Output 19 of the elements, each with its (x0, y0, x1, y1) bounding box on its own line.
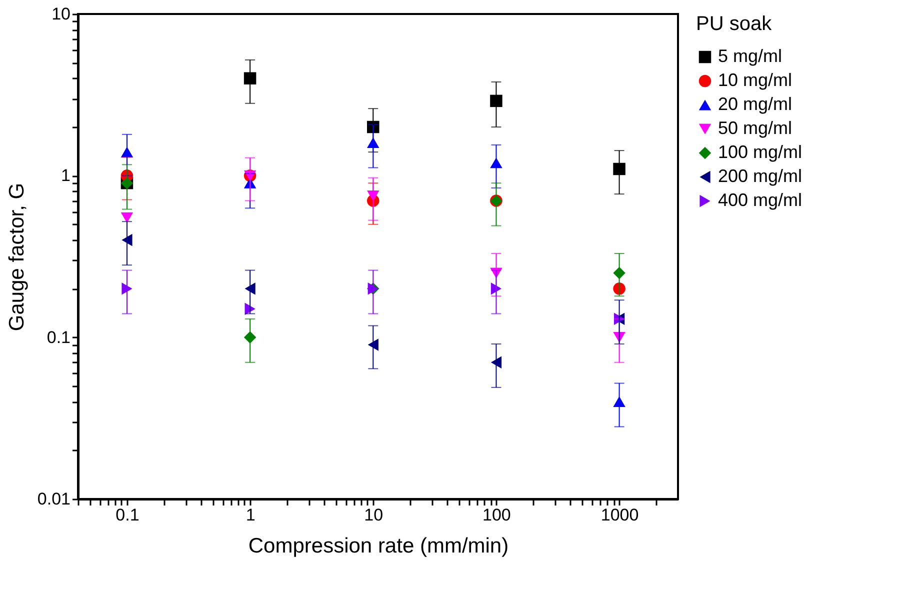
x-tick-label: 100 (482, 506, 511, 524)
x-tick-label: 1000 (600, 506, 639, 524)
y-tick-label: 10 (52, 4, 70, 24)
y-axis-title: Gauge factor, G (5, 182, 28, 332)
x-axis-title: Compression rate (mm/min) (248, 534, 509, 558)
y-tick-label: 1 (61, 166, 70, 186)
legend-label: 100 mg/ml (718, 142, 802, 162)
x-tick-label: 0.1 (116, 506, 140, 524)
legend-label: 50 mg/ml (718, 118, 792, 138)
y-tick-label: 0.01 (37, 490, 70, 508)
legend-label: 200 mg/ml (718, 166, 802, 186)
y-tick-label: 0.1 (46, 328, 70, 347)
legend-label: 5 mg/ml (718, 46, 782, 66)
legend-label: 10 mg/ml (718, 70, 792, 90)
legend-title: PU soak (696, 13, 773, 35)
legend-label: 20 mg/ml (718, 94, 792, 114)
legend-label: 400 mg/ml (718, 190, 802, 210)
x-tick-label: 1 (246, 506, 256, 524)
x-tick-label: 10 (364, 506, 384, 524)
